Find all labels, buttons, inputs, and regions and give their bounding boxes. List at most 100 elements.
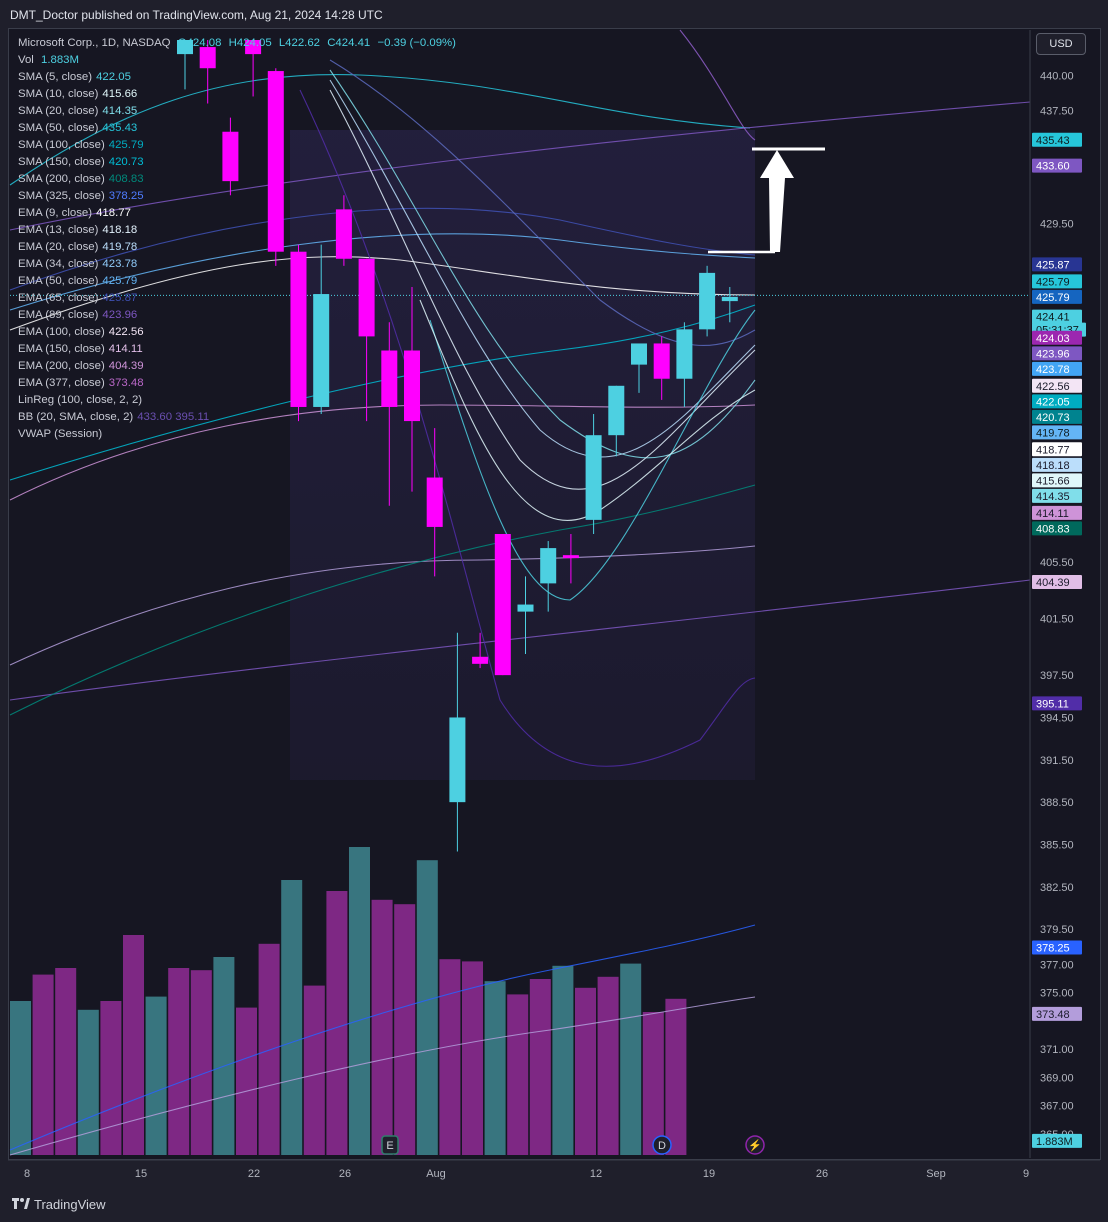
- moving-average-line: [329, 59, 756, 347]
- volume-bar: [55, 968, 77, 1155]
- moving-average-line: [679, 29, 756, 141]
- volume-bar: [213, 957, 235, 1155]
- svg-text:424.41: 424.41: [1036, 312, 1070, 324]
- svg-text:418.77: 418.77: [1036, 444, 1070, 456]
- volume-bar: [665, 998, 687, 1155]
- indicator-label: EMA (13, close): [18, 224, 99, 236]
- footer-bar: [0, 1190, 1108, 1222]
- candle-body: [290, 251, 307, 407]
- price-axis-label: 422.56: [1032, 378, 1082, 393]
- price-axis-label: 423.78: [1032, 361, 1082, 376]
- indicator-row: EMA (377, close) 373.48: [18, 375, 456, 392]
- price-axis-label: 404.39: [1032, 574, 1082, 589]
- tradingview-logo-icon: [12, 1198, 30, 1209]
- currency-button[interactable]: USD: [1036, 33, 1086, 55]
- moving-average-line: [9, 404, 756, 501]
- price-axis-label: 378.25: [1032, 940, 1082, 955]
- price-tick-label: 377.00: [1040, 959, 1074, 971]
- dividend-marker-icon[interactable]: D: [652, 1135, 672, 1155]
- indicator-value: 414.35: [102, 105, 138, 117]
- price-axis-label: 425.79: [1032, 274, 1082, 289]
- indicator-row: BB (20, SMA, close, 2) 433.60 395.11: [18, 409, 456, 426]
- split-marker-icon[interactable]: ⚡: [745, 1135, 765, 1155]
- indicator-value: 423.96: [102, 309, 138, 321]
- svg-text:433.60: 433.60: [1036, 161, 1070, 173]
- indicator-row: EMA (150, close) 414.11: [18, 341, 456, 358]
- indicator-value: 425.79: [102, 275, 138, 287]
- candle-body: [517, 604, 534, 612]
- earnings-marker-icon[interactable]: E: [381, 1135, 399, 1155]
- svg-text:420.73: 420.73: [1036, 412, 1070, 424]
- price-tick-label: 401.50: [1040, 614, 1074, 626]
- indicator-label: VWAP (Session): [18, 428, 103, 440]
- indicator-label: EMA (34, close): [18, 258, 99, 270]
- symbol-row: Microsoft Corp., 1D, NASDAQ O424.08 H424…: [18, 35, 456, 52]
- svg-text:1.883M: 1.883M: [1036, 1136, 1073, 1148]
- indicator-label: LinReg (100, close, 2, 2): [18, 394, 143, 406]
- candle-body: [313, 294, 330, 407]
- price-axis-label: 395.11: [1032, 696, 1082, 711]
- indicator-row: SMA (50, close) 435.43: [18, 120, 456, 137]
- indicator-row: SMA (325, close) 378.25: [18, 188, 456, 205]
- svg-text:414.35: 414.35: [1036, 491, 1070, 503]
- candle-body: [426, 477, 443, 527]
- volume-bar: [10, 1001, 31, 1155]
- indicator-label: BB (20, SMA, close, 2): [18, 411, 134, 423]
- indicator-label: EMA (20, close): [18, 241, 99, 253]
- price-tick-label: 394.50: [1040, 712, 1074, 724]
- candle-body: [608, 385, 625, 436]
- indicator-value: 408.83: [108, 173, 144, 185]
- indicator-value: 418.18: [102, 224, 138, 236]
- indicator-list: SMA (5, close) 422.05 SMA (10, close) 415.6…: [18, 69, 456, 443]
- volume-row: Vol 1.883M: [18, 52, 456, 69]
- volume-bar: [642, 1012, 664, 1155]
- svg-text:423.96: 423.96: [1036, 348, 1070, 360]
- indicator-label: SMA (50, close): [18, 122, 99, 134]
- price-tick-label: 369.00: [1040, 1072, 1074, 1084]
- indicator-label: EMA (9, close): [18, 207, 93, 219]
- symbol-name: Microsoft Corp., 1D, NASDAQ: [18, 37, 171, 49]
- moving-average-line: [9, 545, 756, 666]
- moving-average-line: [9, 74, 751, 186]
- candle-body: [653, 343, 670, 379]
- indicator-value: 415.66: [102, 88, 138, 100]
- price-tick-label: 379.50: [1040, 924, 1074, 936]
- candle-body: [585, 435, 602, 520]
- svg-text:395.11: 395.11: [1036, 698, 1069, 710]
- svg-text:425.79: 425.79: [1036, 276, 1070, 288]
- indicator-row: EMA (20, close) 419.78: [18, 239, 456, 256]
- volume-bar: [32, 974, 54, 1155]
- indicator-row: EMA (200, close) 404.39: [18, 358, 456, 375]
- volume-bar: [507, 994, 529, 1155]
- volume-bar: [100, 1001, 122, 1155]
- candle-body: [177, 40, 193, 55]
- indicator-label: SMA (20, close): [18, 105, 99, 117]
- tradingview-brand: TradingView: [34, 1197, 106, 1212]
- candle-body: [676, 329, 693, 379]
- svg-text:422.56: 422.56: [1036, 381, 1070, 393]
- moving-average-line: [9, 924, 756, 1151]
- candle-body: [472, 656, 489, 664]
- publisher-bar: DMT_Doctor published on TradingView.com,…: [0, 0, 1108, 28]
- candle-body: [562, 555, 579, 559]
- indicator-label: SMA (100, close): [18, 139, 105, 151]
- volume-bar: [484, 981, 506, 1155]
- indicator-value: 373.48: [108, 377, 144, 389]
- price-tick-label: 429.50: [1040, 218, 1074, 230]
- price-tick-label: 367.00: [1040, 1101, 1074, 1113]
- candle-body: [199, 47, 216, 69]
- annotation-arrow-icon: [760, 150, 794, 252]
- volume-bar: [303, 985, 325, 1155]
- volume-bar: [575, 987, 596, 1155]
- indicator-value: 404.39: [108, 360, 144, 372]
- price-axis-label: 419.78: [1032, 425, 1082, 440]
- indicator-value: 425.87: [102, 292, 138, 304]
- time-tick-label: 19: [703, 1168, 715, 1180]
- volume-bar: [281, 880, 303, 1155]
- moving-average-line: [9, 207, 756, 291]
- indicator-label: SMA (5, close): [18, 71, 93, 83]
- price-tick-label: 388.50: [1040, 797, 1074, 809]
- candle-body: [721, 296, 738, 302]
- svg-text:415.66: 415.66: [1036, 475, 1070, 487]
